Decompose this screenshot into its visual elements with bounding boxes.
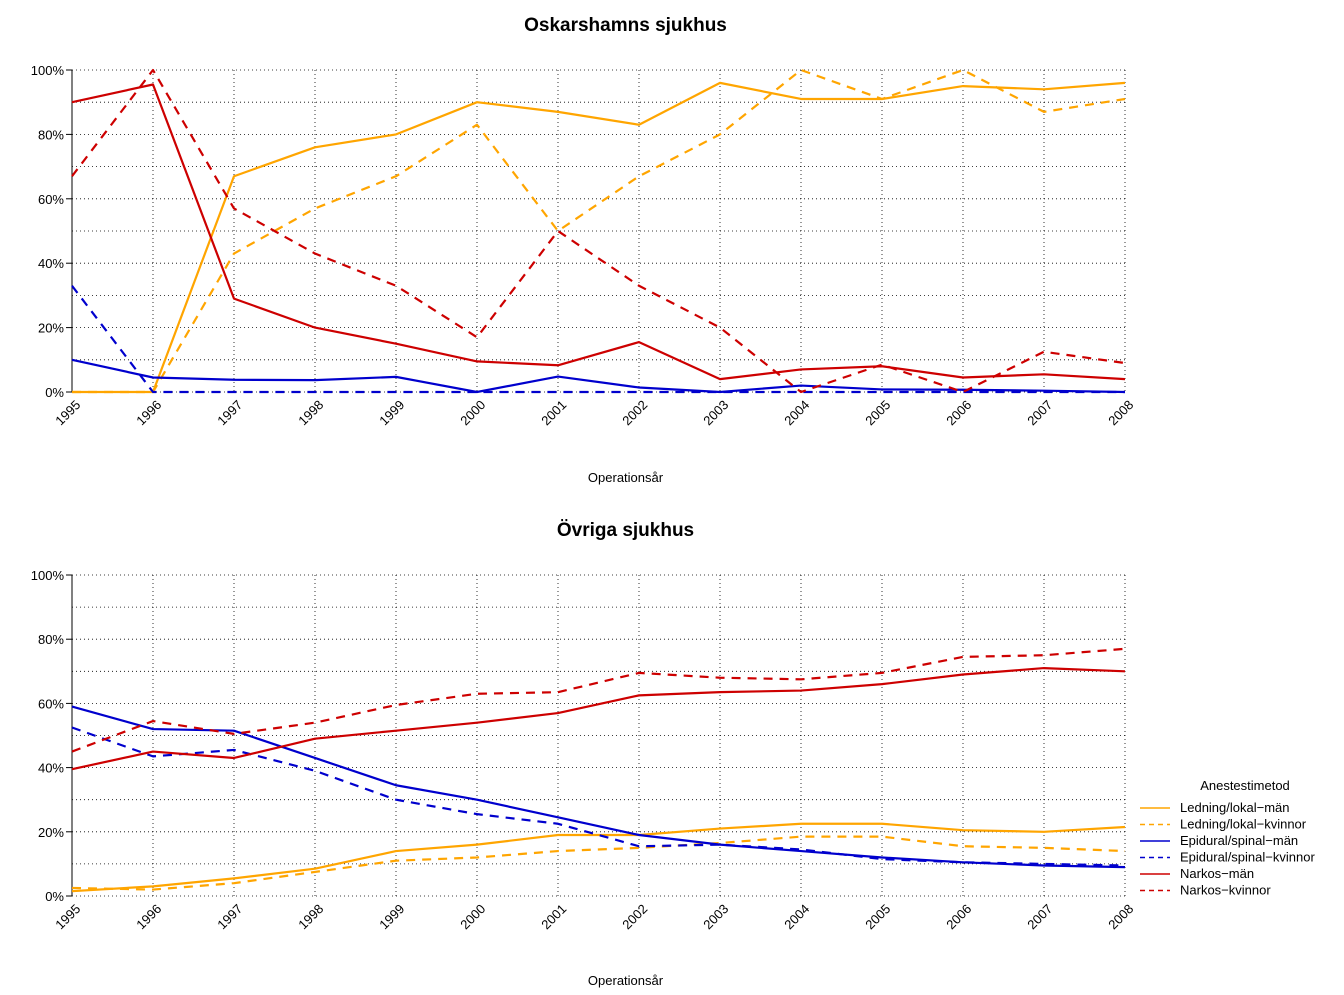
series-line-5 — [71, 83, 1126, 381]
legend-item-label: Ledning/lokal−män — [1180, 800, 1290, 815]
series-line-4 — [71, 285, 1125, 394]
x-tick-label: 1997 — [214, 901, 245, 932]
x-axis-label: Operationsår — [588, 973, 664, 988]
x-tick-label: 2006 — [943, 901, 974, 932]
x-tick-label: 1998 — [295, 901, 326, 932]
x-tick-label: 2001 — [538, 901, 569, 932]
x-tick-label: 2001 — [538, 397, 569, 428]
series-line-5 — [71, 666, 1126, 771]
x-tick-label: 2002 — [619, 901, 650, 932]
x-tick-label: 1996 — [133, 397, 164, 428]
x-tick-label: 2000 — [457, 901, 488, 932]
x-tick-label: 1999 — [376, 901, 407, 932]
x-tick-label: 2003 — [700, 397, 731, 428]
x-tick-label: 2005 — [862, 901, 893, 932]
x-axis-label: Operationsår — [588, 470, 664, 485]
series-line-3 — [71, 705, 1126, 869]
x-tick-label: 2008 — [1105, 397, 1136, 428]
x-tick-label: 2003 — [700, 901, 731, 932]
y-tick-label: 60% — [38, 696, 64, 711]
chart-title: Oskarshamns sjukhus — [524, 15, 727, 36]
x-tick-label: 2005 — [862, 397, 893, 428]
y-tick-label: 20% — [38, 321, 64, 336]
x-tick-label: 2008 — [1105, 901, 1136, 932]
series-line-6 — [71, 68, 1126, 394]
chart-panel-2: Övriga sjukhus 0% 20% 40% 60% 80% 100% 1995 1996… — [31, 520, 1137, 988]
y-tick-label: 80% — [38, 632, 64, 647]
series-line-3 — [71, 358, 1126, 394]
x-tick-label: 1996 — [133, 901, 164, 932]
y-tick-label: 0% — [45, 385, 64, 400]
y-tick-label: 40% — [38, 761, 64, 776]
x-tick-label: 2007 — [1024, 397, 1055, 428]
y-tick-label: 20% — [38, 825, 64, 840]
legend-item-label: Epidural/spinal−män — [1180, 833, 1298, 848]
y-tick-label: 40% — [38, 256, 64, 271]
series-line-2 — [72, 68, 1126, 394]
chart-panel-1: Oskarshamns sjukhus 0% 20% 40% 60% 80% 100% 199… — [31, 15, 1137, 485]
x-tick-label: 1998 — [295, 397, 326, 428]
series-line-1 — [72, 81, 1126, 394]
x-tick-label: 1995 — [52, 901, 83, 932]
series-line-2 — [71, 835, 1126, 891]
x-tick-label: 2004 — [781, 901, 812, 932]
legend-item-label: Narkos−kvinnor — [1180, 883, 1271, 898]
x-tick-label: 2004 — [781, 397, 812, 428]
x-tick-label: 2000 — [457, 397, 488, 428]
legend-item-label: Narkos−män — [1180, 866, 1254, 881]
series-line-1 — [71, 822, 1126, 893]
x-tick-label: 1995 — [52, 397, 83, 428]
series-line-4 — [71, 726, 1126, 867]
y-tick-label: 80% — [38, 127, 64, 142]
x-tick-label: 2002 — [619, 397, 650, 428]
x-tick-label: 2006 — [943, 397, 974, 428]
legend-item-label: Epidural/spinal−kvinnor — [1180, 850, 1315, 865]
x-tick-label: 2007 — [1024, 901, 1055, 932]
y-tick-label: 100% — [31, 63, 65, 78]
series-line-6 — [71, 647, 1126, 753]
chart-title: Övriga sjukhus — [557, 520, 694, 541]
legend-title: Anestestimetod — [1200, 778, 1290, 793]
y-tick-label: 100% — [31, 568, 65, 583]
x-tick-label: 1999 — [376, 397, 407, 428]
x-tick-label: 1997 — [214, 397, 245, 428]
legend-item-label: Ledning/lokal−kvinnor — [1180, 817, 1307, 832]
y-tick-label: 60% — [38, 192, 64, 207]
legend: Anestestimetod Ledning/lokal−män Ledning/l… — [1140, 778, 1315, 898]
y-tick-label: 0% — [45, 889, 64, 904]
